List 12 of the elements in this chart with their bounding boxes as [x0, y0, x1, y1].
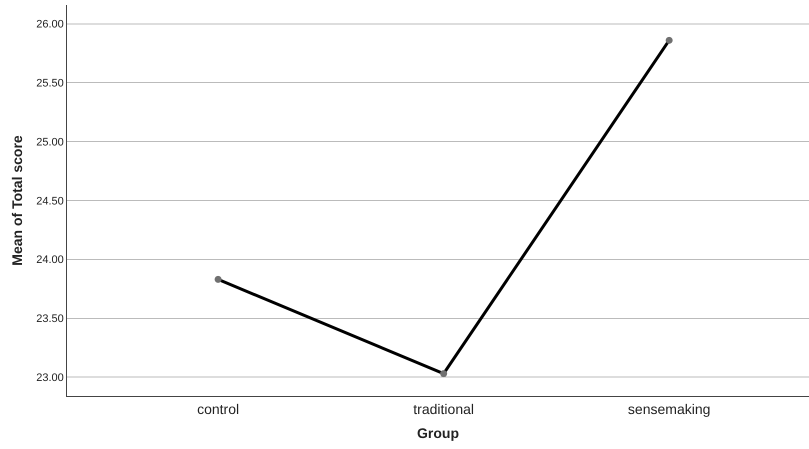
x-axis-title: Group — [417, 425, 459, 442]
x-tick-label: control — [197, 400, 240, 417]
y-tick-label: 24.00 — [36, 254, 64, 266]
y-tick-label: 23.00 — [36, 372, 64, 384]
y-axis-title: Mean of Total score — [8, 135, 25, 266]
x-tick-label: traditional — [413, 400, 474, 417]
y-tick-label: 25.00 — [36, 136, 64, 148]
y-tick-label: 26.00 — [36, 18, 64, 31]
y-tick-label: 25.50 — [36, 78, 64, 90]
y-tick-label: 23.50 — [36, 313, 64, 326]
y-tick-label: 24.50 — [36, 195, 64, 208]
x-tick-label: sensemaking — [628, 400, 710, 417]
